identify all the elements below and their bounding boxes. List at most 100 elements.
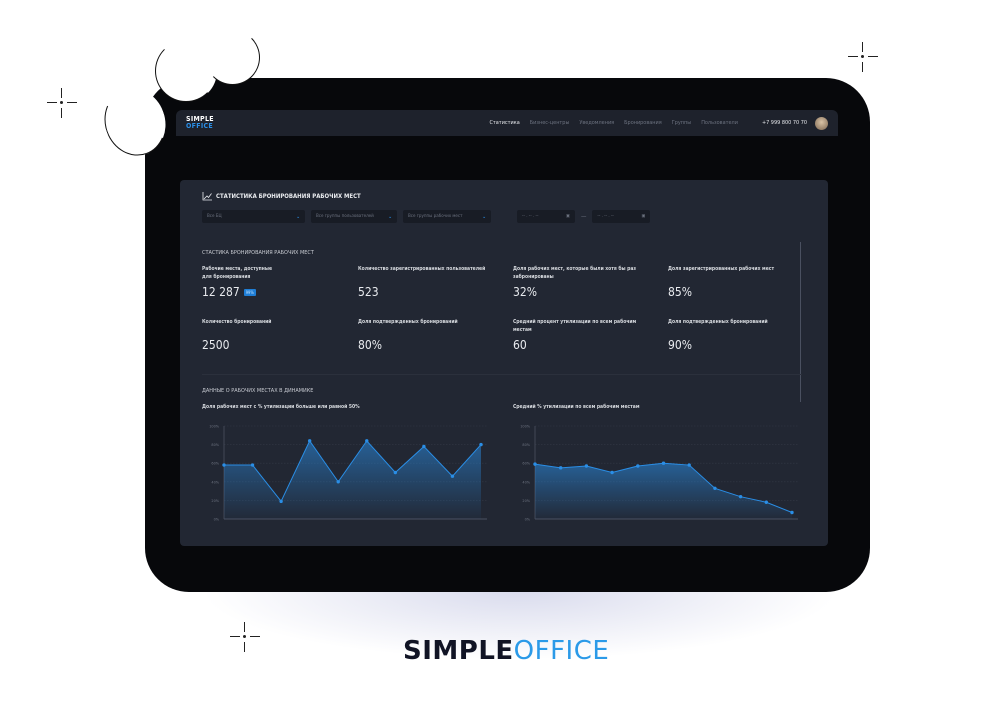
crosshair-icon <box>230 622 260 652</box>
stat-value-row: 85% <box>668 285 808 299</box>
area-fill <box>535 463 792 519</box>
stat-badge: 99% <box>243 288 256 296</box>
business-center-select[interactable]: Все БЦ ⌄ <box>202 210 305 223</box>
nav-item-business-centers[interactable]: Бизнес-центры <box>529 120 570 126</box>
stats-section-title: СТАСТИКА БРОНИРОВАНИЯ РАБОЧИХ МЕСТ <box>202 250 314 256</box>
data-point <box>584 464 589 468</box>
avatar[interactable] <box>815 116 828 130</box>
cloud-decoration <box>205 30 260 85</box>
y-tick-label: 80% <box>522 442 530 447</box>
stat-card: Средний процент утилизации по всем рабоч… <box>513 319 653 352</box>
data-point <box>422 444 426 449</box>
phone-number: +7 999 800 70 70 <box>761 120 807 126</box>
y-tick-label: 100% <box>520 424 531 429</box>
chart-line-icon <box>202 192 212 201</box>
nav-item-notifications[interactable]: Уведомления <box>579 120 615 126</box>
stats-panel: СТАТИСТИКА БРОНИРОВАНИЯ РАБОЧИХ МЕСТ Все… <box>180 180 828 546</box>
panel-title: СТАТИСТИКА БРОНИРОВАНИЯ РАБОЧИХ МЕСТ <box>202 192 361 201</box>
stat-card: Количество зарегистрированных пользовате… <box>358 266 498 299</box>
logo[interactable]: SIMPLE OFFICE <box>186 115 214 130</box>
workplace-group-select[interactable]: Все группы рабочих мест ⌄ <box>403 210 491 223</box>
chevron-down-icon: ⌄ <box>388 213 392 220</box>
data-point <box>336 480 340 484</box>
chart-title: Средний % утилизации по всем рабочим мес… <box>513 404 640 410</box>
data-point <box>661 461 666 465</box>
stat-label: Доля подтвержденных бронирований <box>668 319 768 325</box>
data-point <box>687 463 691 467</box>
data-point <box>610 470 614 475</box>
stat-label: Доля рабочих мест, которые были хотя бы … <box>513 266 636 280</box>
top-nav: SIMPLE OFFICE Статистика Бизнес-центры Ув… <box>176 110 838 136</box>
stat-value-row: 90% <box>668 338 808 352</box>
stat-card: Доля подтвержденных бронирований 80% <box>358 319 498 352</box>
data-point <box>636 464 640 468</box>
divider <box>202 374 802 375</box>
chart-utilization-50: 0% 20% 40% 60% 80% 100% <box>209 424 487 522</box>
data-point <box>790 510 794 515</box>
crosshair-icon <box>848 42 878 72</box>
y-tick-label: 100% <box>209 424 220 429</box>
stat-value: 523 <box>358 285 379 299</box>
date-to-input[interactable]: -- . -- . -- ▣ <box>592 210 651 223</box>
dynamics-section-title: ДАННЫЕ О РАБОЧИХ МЕСТАХ В ДИНАМИКЕ <box>202 388 314 394</box>
data-point <box>713 486 717 491</box>
nav-menu: Статистика Бизнес-центры Уведомления Бро… <box>489 120 738 126</box>
stat-value-row: 32% <box>513 285 653 299</box>
data-point <box>393 470 398 475</box>
stat-card: Доля зарегистрированных рабочих мест 85% <box>668 266 808 299</box>
filters: Все БЦ ⌄ Все группы пользователей ⌄ Все гр… <box>202 210 651 223</box>
stat-value-row: 80% <box>358 338 498 352</box>
stat-label: Количество бронирований <box>202 319 272 325</box>
nav-item-users[interactable]: Пользователи <box>701 120 738 126</box>
stat-value: 32% <box>513 285 537 299</box>
scrollbar[interactable] <box>800 242 801 402</box>
data-point <box>533 462 537 466</box>
y-tick-label: 40% <box>522 479 530 484</box>
stat-label: Количество зарегистрированных пользовате… <box>358 266 486 272</box>
chevron-down-icon: ⌄ <box>296 213 300 220</box>
stat-value: 85% <box>668 285 692 299</box>
user-group-select[interactable]: Все группы пользователей ⌄ <box>311 210 397 223</box>
data-point <box>307 439 312 443</box>
data-point <box>222 463 226 467</box>
series-line <box>224 439 482 503</box>
data-point <box>450 474 455 478</box>
y-tick-label: 0% <box>214 517 220 522</box>
stat-card: Доля подтвержденных бронирований 90% <box>668 319 808 352</box>
y-tick-label: 20% <box>211 498 219 503</box>
stat-label: Средний процент утилизации по всем рабоч… <box>513 319 637 333</box>
nav-item-statistics[interactable]: Статистика <box>489 120 520 126</box>
date-from-input[interactable]: -- . -- . -- ▣ <box>517 210 575 223</box>
stat-card: Количество бронирований 2500 <box>202 319 342 352</box>
y-tick-label: 60% <box>211 461 219 466</box>
area-fill <box>224 440 481 519</box>
data-point <box>479 442 483 447</box>
data-point <box>738 494 743 499</box>
nav-item-groups[interactable]: Группы <box>671 120 692 126</box>
calendar-icon: ▣ <box>641 214 646 219</box>
stat-card: Рабочие места, доступные для бронировани… <box>202 266 342 299</box>
y-tick-label: 80% <box>211 442 219 447</box>
brand-logo: SIMPLEOFFICE <box>403 636 610 666</box>
stat-value: 60 <box>513 338 527 352</box>
panel-title-text: СТАТИСТИКА БРОНИРОВАНИЯ РАБОЧИХ МЕСТ <box>216 193 361 200</box>
stat-value: 12 287 <box>202 285 240 299</box>
y-tick-label: 40% <box>211 479 219 484</box>
stat-label: Доля зарегистрированных рабочих мест <box>668 266 775 272</box>
y-tick-label: 60% <box>522 461 530 466</box>
stat-value-row: 2500 <box>202 338 342 352</box>
date-separator: — <box>581 213 587 220</box>
data-point <box>559 466 563 470</box>
data-point <box>250 463 255 467</box>
chart-title: Доля рабочих мест с % утилизации больше … <box>202 404 360 410</box>
stat-label: Доля подтвержденных бронирований <box>358 319 458 325</box>
stat-label: Рабочие места, доступные для бронировани… <box>202 266 272 280</box>
stat-value-row: 60 <box>513 338 653 352</box>
chart-average-utilization: 0% 20% 40% 60% 80% 100% <box>520 424 798 522</box>
y-tick-label: 20% <box>522 498 530 503</box>
crosshair-icon <box>47 88 77 118</box>
nav-item-bookings[interactable]: Бронирования <box>624 120 662 126</box>
y-tick-label: 0% <box>525 517 531 522</box>
data-point <box>279 499 283 504</box>
stat-value: 2500 <box>202 338 230 352</box>
